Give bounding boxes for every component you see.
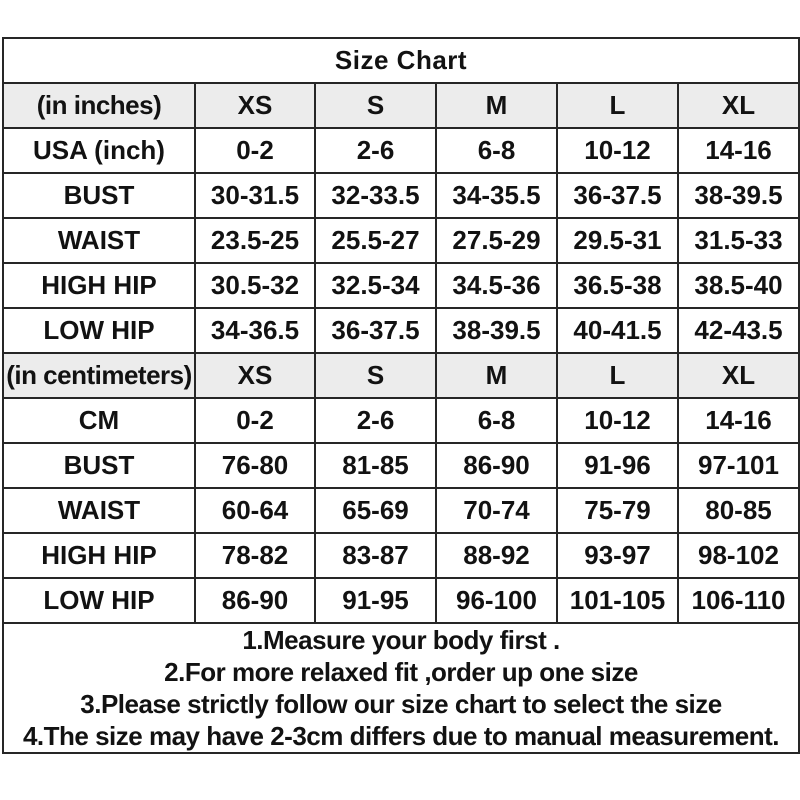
row-label: BUST <box>2 172 196 219</box>
note-line-2: 2.For more relaxed fit ,order up one siz… <box>164 657 638 687</box>
cell: 93-97 <box>556 532 679 579</box>
cell: 30-31.5 <box>194 172 316 219</box>
cell: 14-16 <box>677 397 800 444</box>
table-row-highhip-cm: HIGH HIP 78-82 83-87 88-92 93-97 98-102 <box>2 532 800 579</box>
cell: 2-6 <box>314 127 437 174</box>
cell: 40-41.5 <box>556 307 679 354</box>
column-header-l: L <box>556 82 679 129</box>
cell: 34-36.5 <box>194 307 316 354</box>
cell: 31.5-33 <box>677 217 800 264</box>
cell: 78-82 <box>194 532 316 579</box>
column-header-l: L <box>556 352 679 399</box>
inches-header-row: (in inches) XS S M L XL <box>2 82 800 129</box>
cell: 101-105 <box>556 577 679 624</box>
section-label-inches: (in inches) <box>2 82 196 129</box>
cell: 32.5-34 <box>314 262 437 309</box>
table-row-highhip-inch: HIGH HIP 30.5-32 32.5-34 34.5-36 36.5-38… <box>2 262 800 309</box>
note-line-1: 1.Measure your body first . <box>242 625 560 655</box>
cell: 80-85 <box>677 487 800 534</box>
cell: 36-37.5 <box>556 172 679 219</box>
note-line-4: 4.The size may have 2-3cm differs due to… <box>22 721 780 751</box>
cell: 23.5-25 <box>194 217 316 264</box>
cell: 27.5-29 <box>435 217 558 264</box>
cell: 106-110 <box>677 577 800 624</box>
notes-row: 1.Measure your body first . 2.For more r… <box>2 622 800 754</box>
cell: 75-79 <box>556 487 679 534</box>
row-label: WAIST <box>2 217 196 264</box>
column-header-m: M <box>435 352 558 399</box>
row-label: HIGH HIP <box>2 532 196 579</box>
cell: 29.5-31 <box>556 217 679 264</box>
size-chart-table: Size Chart (in inches) XS S M L XL USA (… <box>2 37 800 754</box>
cell: 86-90 <box>194 577 316 624</box>
cell: 10-12 <box>556 127 679 174</box>
cell: 0-2 <box>194 127 316 174</box>
column-header-m: M <box>435 82 558 129</box>
row-label: USA (inch) <box>2 127 196 174</box>
cell: 38-39.5 <box>435 307 558 354</box>
column-header-xs: XS <box>194 82 316 129</box>
column-header-xl: XL <box>677 352 800 399</box>
cell: 60-64 <box>194 487 316 534</box>
table-row-waist-cm: WAIST 60-64 65-69 70-74 75-79 80-85 <box>2 487 800 534</box>
cell: 0-2 <box>194 397 316 444</box>
cell: 10-12 <box>556 397 679 444</box>
row-label: WAIST <box>2 487 196 534</box>
column-header-xl: XL <box>677 82 800 129</box>
cell: 38.5-40 <box>677 262 800 309</box>
notes-block: 1.Measure your body first . 2.For more r… <box>2 622 800 754</box>
table-row-lowhip-cm: LOW HIP 86-90 91-95 96-100 101-105 106-1… <box>2 577 800 624</box>
cell: 81-85 <box>314 442 437 489</box>
column-header-s: S <box>314 82 437 129</box>
cell: 86-90 <box>435 442 558 489</box>
cell: 83-87 <box>314 532 437 579</box>
row-label: BUST <box>2 442 196 489</box>
row-label: LOW HIP <box>2 577 196 624</box>
table-row-bust-cm: BUST 76-80 81-85 86-90 91-96 97-101 <box>2 442 800 489</box>
cell: 34-35.5 <box>435 172 558 219</box>
cell: 91-95 <box>314 577 437 624</box>
section-label-centimeters: (in centimeters) <box>2 352 196 399</box>
cell: 38-39.5 <box>677 172 800 219</box>
cell: 30.5-32 <box>194 262 316 309</box>
column-header-xs: XS <box>194 352 316 399</box>
row-label: LOW HIP <box>2 307 196 354</box>
cell: 88-92 <box>435 532 558 579</box>
cell: 34.5-36 <box>435 262 558 309</box>
chart-title: Size Chart <box>2 37 800 84</box>
cell: 36.5-38 <box>556 262 679 309</box>
cell: 32-33.5 <box>314 172 437 219</box>
cell: 76-80 <box>194 442 316 489</box>
cell: 25.5-27 <box>314 217 437 264</box>
cell: 6-8 <box>435 397 558 444</box>
title-row: Size Chart <box>2 37 800 84</box>
row-label: CM <box>2 397 196 444</box>
cell: 2-6 <box>314 397 437 444</box>
column-header-s: S <box>314 352 437 399</box>
cell: 14-16 <box>677 127 800 174</box>
cell: 96-100 <box>435 577 558 624</box>
table-row-usa-inch: USA (inch) 0-2 2-6 6-8 10-12 14-16 <box>2 127 800 174</box>
note-line-3: 3.Please strictly follow our size chart … <box>80 689 722 719</box>
cell: 70-74 <box>435 487 558 534</box>
cell: 91-96 <box>556 442 679 489</box>
cell: 36-37.5 <box>314 307 437 354</box>
table-row-cm: CM 0-2 2-6 6-8 10-12 14-16 <box>2 397 800 444</box>
table-row-bust-inch: BUST 30-31.5 32-33.5 34-35.5 36-37.5 38-… <box>2 172 800 219</box>
cell: 98-102 <box>677 532 800 579</box>
cell: 65-69 <box>314 487 437 534</box>
cell: 6-8 <box>435 127 558 174</box>
centimeters-header-row: (in centimeters) XS S M L XL <box>2 352 800 399</box>
cell: 42-43.5 <box>677 307 800 354</box>
table-row-waist-inch: WAIST 23.5-25 25.5-27 27.5-29 29.5-31 31… <box>2 217 800 264</box>
table-row-lowhip-inch: LOW HIP 34-36.5 36-37.5 38-39.5 40-41.5 … <box>2 307 800 354</box>
cell: 97-101 <box>677 442 800 489</box>
row-label: HIGH HIP <box>2 262 196 309</box>
